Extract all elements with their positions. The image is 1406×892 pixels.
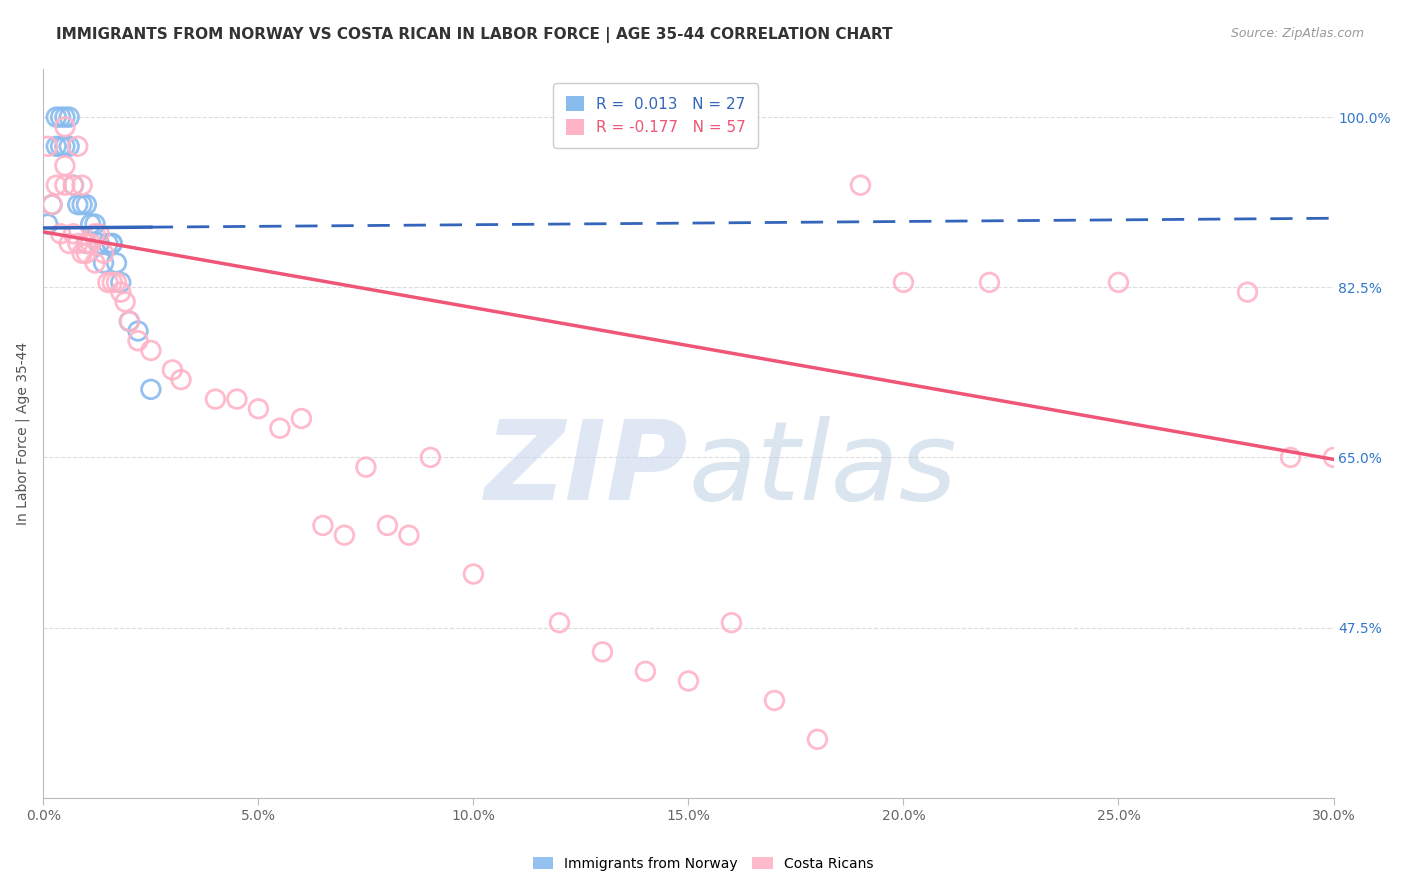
Point [139, 382, 162, 396]
Point [118, 314, 141, 328]
Point [53, 120, 76, 134]
Point [634, 665, 657, 679]
Point [53, 159, 76, 173]
Point [41, 197, 63, 211]
Point [62, 227, 84, 241]
Point [101, 236, 124, 251]
Point [114, 294, 136, 309]
Point [1279, 450, 1302, 465]
Point [1236, 285, 1258, 299]
Point [53, 139, 76, 153]
Point [170, 373, 193, 387]
Point [225, 392, 247, 406]
Point [118, 314, 141, 328]
Point [377, 518, 399, 533]
Point [398, 528, 420, 542]
Point [127, 324, 149, 338]
Text: atlas: atlas [689, 416, 957, 523]
Legend: Immigrants from Norway, Costa Ricans: Immigrants from Norway, Costa Ricans [527, 851, 879, 876]
Point [720, 615, 742, 630]
Point [62, 178, 84, 193]
Point [806, 732, 828, 747]
Point [93, 246, 115, 260]
Point [41, 197, 63, 211]
Point [45, 139, 67, 153]
Point [290, 411, 312, 425]
Point [105, 276, 128, 290]
Point [84, 256, 107, 270]
Point [127, 334, 149, 348]
Point [591, 645, 613, 659]
Point [70, 246, 93, 260]
Point [37, 139, 59, 153]
Point [75, 197, 97, 211]
Point [678, 673, 700, 688]
Text: ZIP: ZIP [485, 416, 689, 523]
Point [70, 197, 93, 211]
Y-axis label: In Labor Force | Age 35-44: In Labor Force | Age 35-44 [15, 342, 30, 524]
Point [247, 401, 270, 416]
Point [269, 421, 291, 435]
Point [333, 528, 356, 542]
Point [45, 178, 67, 193]
Point [139, 343, 162, 358]
Point [80, 217, 103, 231]
Point [58, 236, 80, 251]
Point [53, 110, 76, 124]
Point [97, 236, 120, 251]
Point [105, 256, 128, 270]
Point [979, 276, 1001, 290]
Point [75, 246, 97, 260]
Point [66, 139, 89, 153]
Point [66, 197, 89, 211]
Point [849, 178, 872, 193]
Point [101, 236, 124, 251]
Point [162, 363, 184, 377]
Point [97, 276, 120, 290]
Point [1108, 276, 1130, 290]
Point [37, 217, 59, 231]
Legend: R =  0.013   N = 27, R = -0.177   N = 57: R = 0.013 N = 27, R = -0.177 N = 57 [554, 84, 758, 147]
Point [80, 236, 103, 251]
Point [354, 460, 377, 475]
Point [763, 693, 786, 707]
Point [548, 615, 571, 630]
Point [62, 178, 84, 193]
Point [89, 236, 111, 251]
Point [45, 110, 67, 124]
Point [101, 276, 124, 290]
Point [463, 567, 485, 582]
Point [84, 227, 107, 241]
Text: Source: ZipAtlas.com: Source: ZipAtlas.com [1230, 27, 1364, 40]
Text: IMMIGRANTS FROM NORWAY VS COSTA RICAN IN LABOR FORCE | AGE 35-44 CORRELATION CHA: IMMIGRANTS FROM NORWAY VS COSTA RICAN IN… [56, 27, 893, 43]
Point [204, 392, 226, 406]
Point [110, 285, 132, 299]
Point [893, 276, 915, 290]
Point [110, 276, 132, 290]
Point [312, 518, 335, 533]
Point [49, 139, 72, 153]
Point [89, 227, 111, 241]
Point [58, 139, 80, 153]
Point [70, 178, 93, 193]
Point [93, 256, 115, 270]
Point [75, 236, 97, 251]
Point [58, 110, 80, 124]
Point [49, 110, 72, 124]
Point [66, 236, 89, 251]
Point [419, 450, 441, 465]
Point [1322, 450, 1344, 465]
Point [53, 178, 76, 193]
Point [49, 227, 72, 241]
Point [84, 217, 107, 231]
Point [75, 236, 97, 251]
